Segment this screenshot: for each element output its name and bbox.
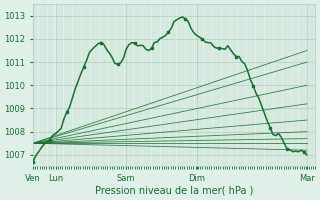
X-axis label: Pression niveau de la mer( hPa ): Pression niveau de la mer( hPa )	[95, 186, 253, 196]
